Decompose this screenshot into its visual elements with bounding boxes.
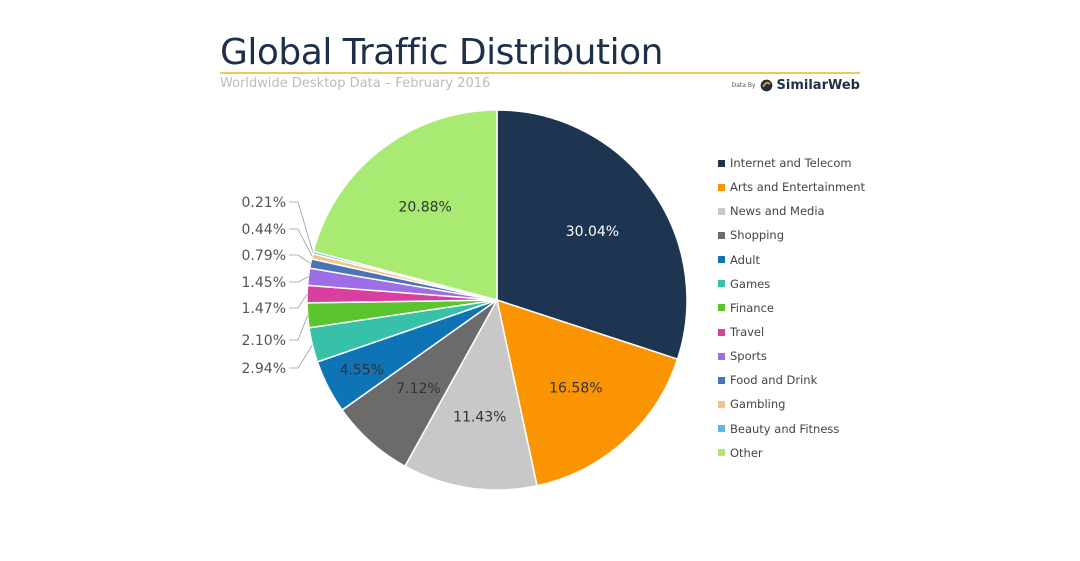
data-label-food-and-drink: 0.79% bbox=[242, 248, 286, 264]
legend-label: Gambling bbox=[730, 397, 786, 412]
data-label-shopping: 7.12% bbox=[396, 381, 440, 397]
legend-swatch bbox=[718, 207, 725, 215]
legend-label: Travel bbox=[730, 325, 765, 340]
legend-label: Adult bbox=[730, 252, 760, 267]
legend-item-gambling: Gambling bbox=[718, 392, 865, 416]
legend-label: Finance bbox=[730, 300, 774, 315]
credit-prefix: Data By bbox=[731, 82, 756, 89]
data-label-adult: 4.55% bbox=[340, 362, 384, 378]
legend-label: Food and Drink bbox=[730, 373, 818, 388]
leader-line-games bbox=[289, 344, 313, 369]
similarweb-logo-icon bbox=[760, 79, 772, 92]
legend-item-other: Other bbox=[718, 441, 865, 465]
legend-item-travel: Travel bbox=[718, 320, 865, 344]
legend-swatch bbox=[718, 159, 725, 167]
legend-item-news-and-media: News and Media bbox=[718, 199, 865, 223]
legend-item-arts-and-entertainment: Arts and Entertainment bbox=[718, 175, 865, 199]
data-label-gambling: 0.44% bbox=[242, 222, 286, 238]
legend-label: Games bbox=[730, 276, 771, 291]
legend-swatch bbox=[718, 304, 725, 312]
leader-line-travel bbox=[289, 293, 308, 309]
title-divider bbox=[220, 72, 860, 74]
legend-label: Internet and Telecom bbox=[730, 156, 852, 171]
legend-item-beauty-and-fitness: Beauty and Fitness bbox=[718, 417, 865, 441]
legend-item-sports: Sports bbox=[718, 344, 865, 368]
pie-slice-other bbox=[312, 109, 498, 301]
legend-item-food-and-drink: Food and Drink bbox=[718, 368, 865, 392]
legend-label: News and Media bbox=[730, 204, 825, 219]
data-label-beauty-and-fitness: 0.21% bbox=[242, 195, 286, 211]
data-label-finance: 2.10% bbox=[242, 333, 286, 349]
leader-line-finance bbox=[289, 315, 308, 341]
legend-label: Other bbox=[730, 445, 763, 460]
legend-item-finance: Finance bbox=[718, 296, 865, 320]
legend-item-adult: Adult bbox=[718, 248, 865, 272]
legend-swatch bbox=[718, 425, 725, 433]
leader-line-food-and-drink bbox=[289, 254, 311, 264]
leader-line-beauty-and-fitness bbox=[289, 201, 314, 253]
legend-label: Sports bbox=[730, 349, 767, 364]
credit-brand: SimilarWeb bbox=[776, 78, 860, 93]
pie-slice-arts-and-entertainment bbox=[495, 298, 679, 487]
data-label-news-and-media: 11.43% bbox=[453, 410, 506, 426]
legend-label: Arts and Entertainment bbox=[730, 180, 866, 195]
data-label-sports: 1.45% bbox=[242, 275, 286, 291]
leader-line-sports bbox=[289, 276, 309, 283]
legend-item-shopping: Shopping bbox=[718, 223, 865, 247]
leader-line-gambling bbox=[289, 228, 313, 257]
data-label-travel: 1.47% bbox=[242, 301, 286, 317]
legend-swatch bbox=[718, 328, 725, 336]
legend-item-games: Games bbox=[718, 272, 865, 296]
legend-swatch bbox=[718, 280, 725, 288]
data-label-internet-and-telecom: 30.04% bbox=[566, 224, 619, 240]
pie-slice-news-and-media bbox=[403, 297, 538, 491]
chart-subtitle: Worldwide Desktop Data – February 2016 bbox=[220, 76, 491, 91]
legend-swatch bbox=[718, 183, 725, 191]
legend-label: Beauty and Fitness bbox=[730, 421, 840, 436]
chart-title: Global Traffic Distribution bbox=[220, 32, 663, 73]
legend-swatch bbox=[718, 449, 725, 457]
legend-swatch bbox=[718, 376, 725, 384]
legend-label: Shopping bbox=[730, 228, 785, 243]
data-label-games: 2.94% bbox=[242, 361, 286, 377]
legend-item-internet-and-telecom: Internet and Telecom bbox=[718, 151, 865, 175]
legend-swatch bbox=[718, 231, 725, 239]
legend-swatch bbox=[718, 400, 725, 408]
data-label-other: 20.88% bbox=[398, 200, 451, 216]
legend-swatch bbox=[718, 352, 725, 360]
data-credit: Data By SimilarWeb bbox=[732, 78, 860, 93]
legend-swatch bbox=[718, 256, 725, 264]
chart-legend: Internet and Telecom Arts and Entertainme… bbox=[718, 151, 865, 465]
data-label-arts-and-entertainment: 16.58% bbox=[549, 381, 602, 397]
pie-slice-internet-and-telecom bbox=[496, 109, 688, 361]
